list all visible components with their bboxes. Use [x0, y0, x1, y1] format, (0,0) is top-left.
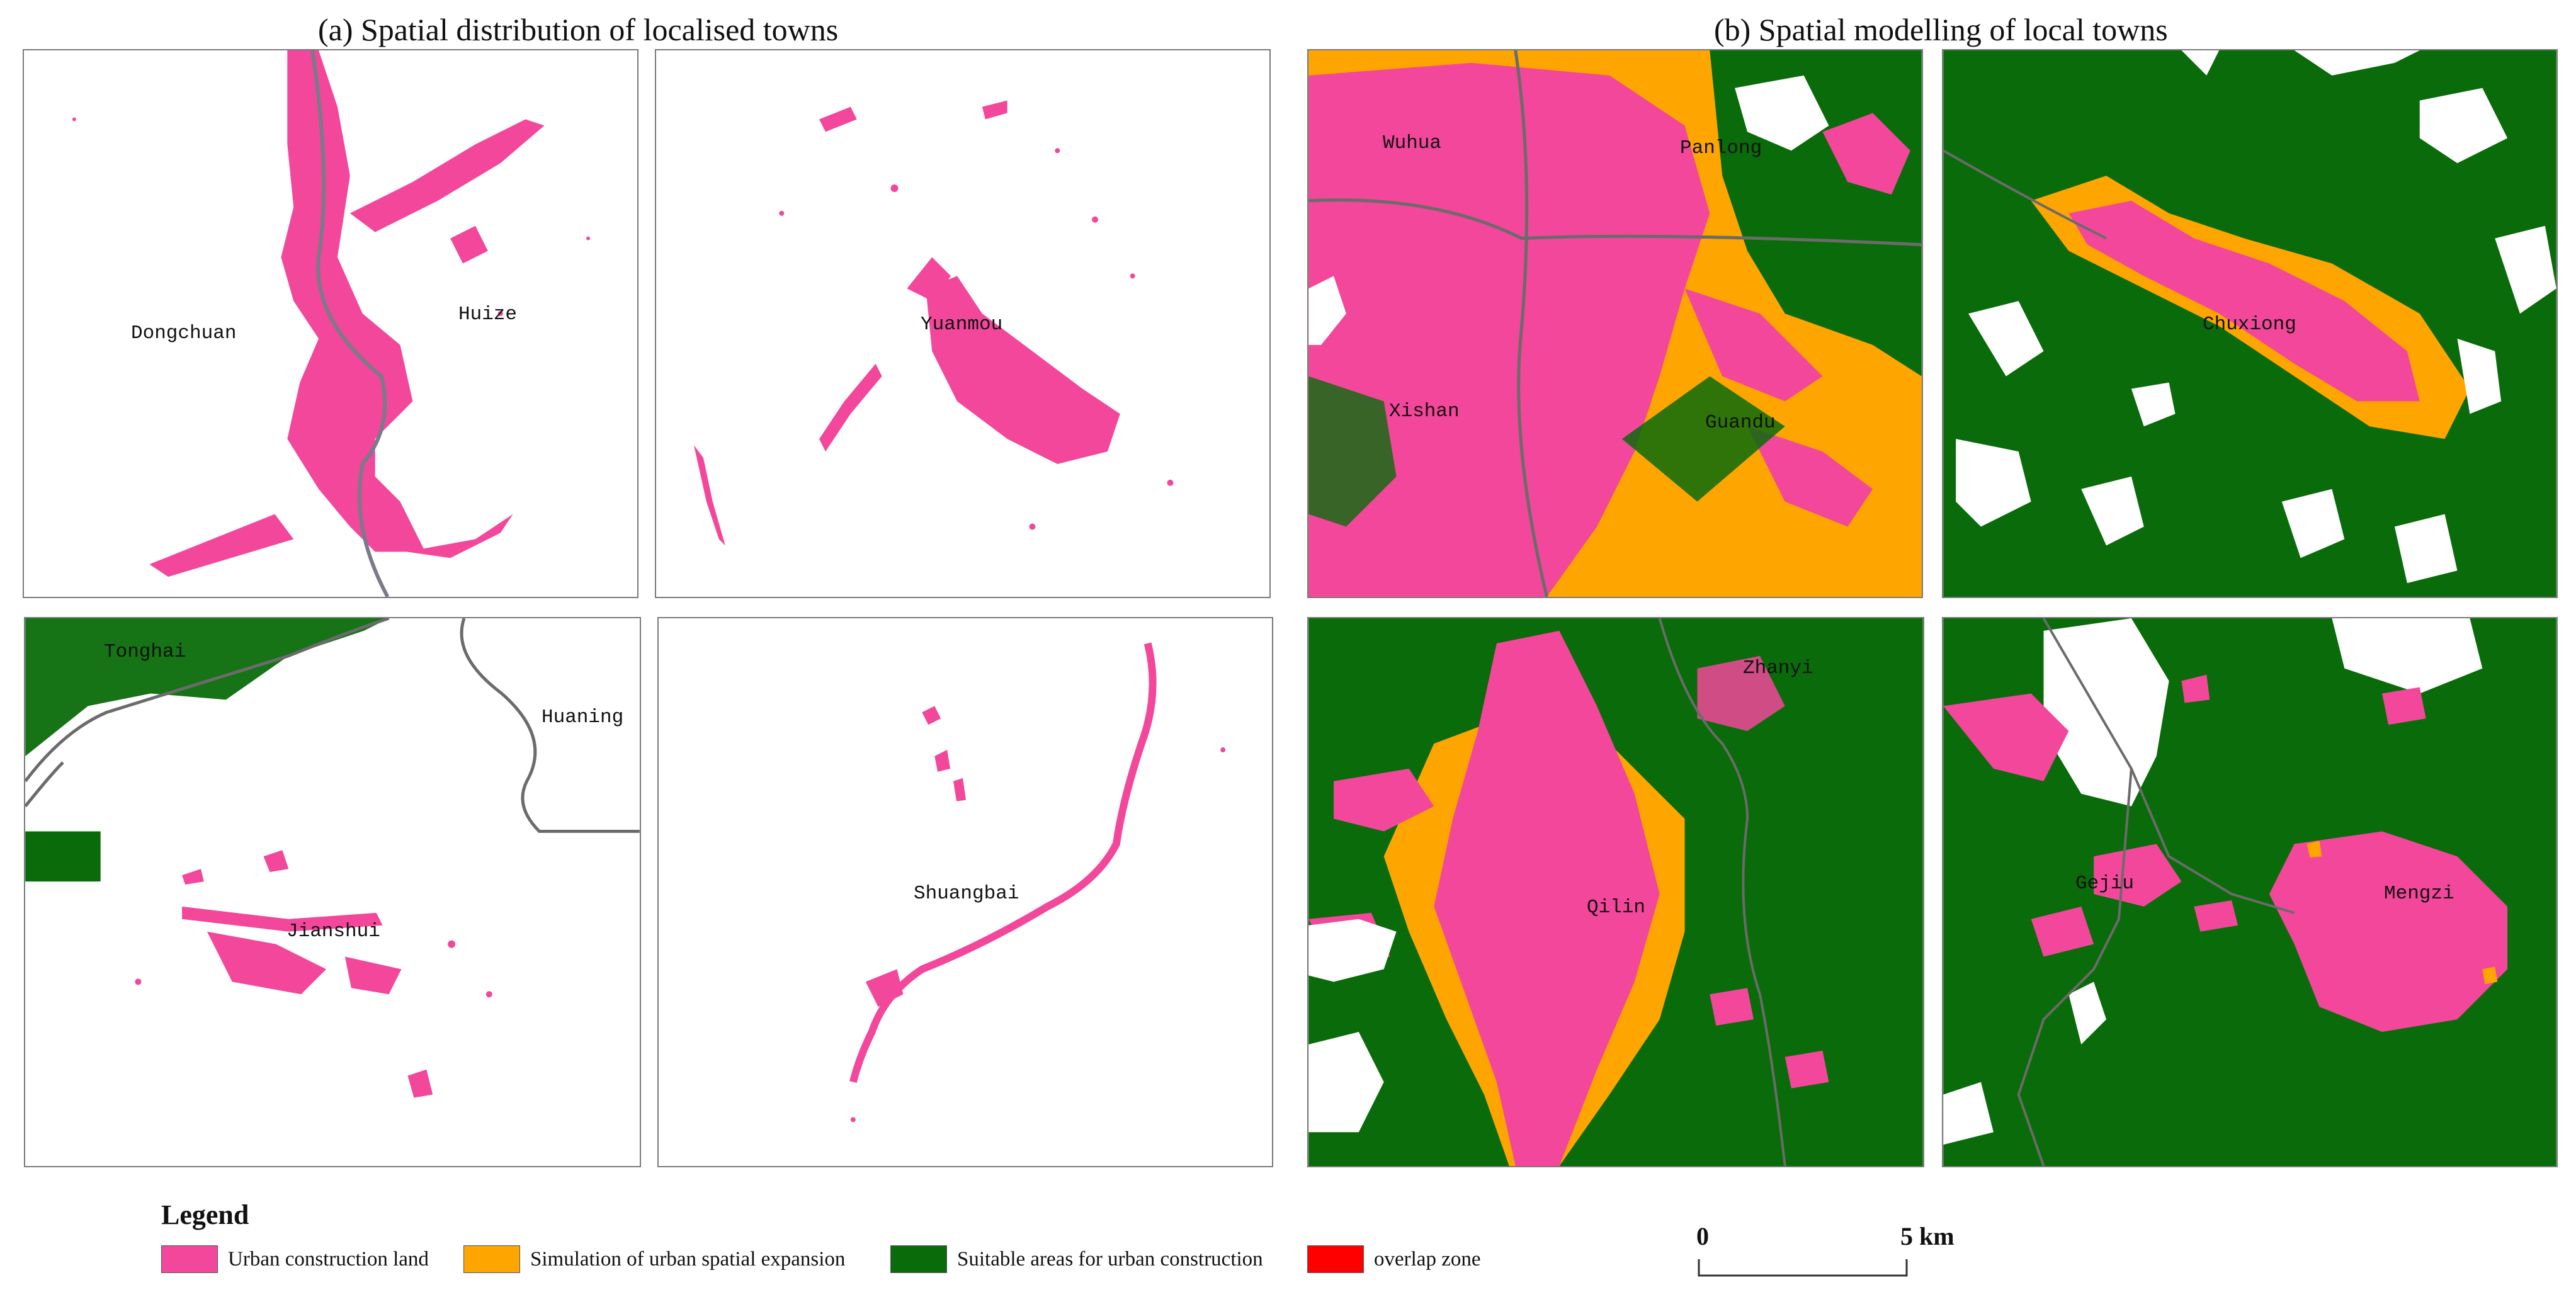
- urban-area-south-branch: [149, 514, 294, 577]
- urban-area-dongchuan: [281, 50, 426, 552]
- legend-swatch-suitable: [890, 1245, 947, 1273]
- suitable-area-tonghai: [25, 618, 389, 756]
- town-label: Mengzi: [2384, 883, 2454, 905]
- urban-patch: [406, 514, 513, 558]
- town-label: Zhanyi: [1743, 657, 1813, 679]
- map-canvas-dongchuan: [72, 50, 591, 597]
- excluded-area: [2043, 618, 2169, 807]
- map-panel-dongchuan: Dongchuan Huize: [23, 49, 638, 598]
- legend-item-suitable: Suitable areas for urban construction: [890, 1245, 1263, 1273]
- urban-strip-jianshui: [182, 906, 383, 932]
- town-label: Tonghai: [104, 641, 186, 663]
- urban-patch: [450, 225, 488, 264]
- map-canvas-qilin: [1308, 618, 1923, 1166]
- legend-label: Simulation of urban spatial expansion: [530, 1247, 846, 1271]
- urban-area-jianshui: [207, 931, 327, 995]
- scale-bar-end: 5 km: [1900, 1222, 1955, 1250]
- urban-strip: [819, 363, 882, 452]
- county-boundary: [2042, 618, 2295, 914]
- urban-patch: [907, 257, 951, 302]
- urban-strip-shuangbai: [849, 642, 1157, 1084]
- excluded-area: [2419, 88, 2508, 164]
- legend-label: Urban construction land: [228, 1247, 429, 1271]
- map-canvas-mengzi: [1943, 618, 2556, 1166]
- excluded-area: [1308, 919, 1397, 982]
- map-canvas-yuanmou: [693, 100, 1174, 546]
- river-line: [310, 50, 390, 597]
- legend-item-urban: Urban construction land: [161, 1245, 429, 1273]
- map-panel-yuanmou: Yuanmou: [655, 49, 1271, 598]
- legend-swatch-expansion: [463, 1245, 520, 1273]
- panel-group-title-b: (b) Spatial modelling of local towns: [1714, 12, 2168, 47]
- town-label: Yuanmou: [921, 314, 1003, 336]
- suitable-area-patch: [25, 831, 101, 882]
- town-label: Guandu: [1705, 412, 1776, 434]
- urban-area-chuxiong: [2068, 200, 2420, 402]
- legend-label: overlap zone: [1374, 1247, 1481, 1271]
- urban-area-mengzi: [2269, 831, 2508, 1032]
- map-canvas-jianshui: [25, 618, 640, 1098]
- scale-bar-start: 0: [1696, 1222, 1709, 1250]
- urban-strip: [693, 445, 725, 546]
- town-label: Wuhua: [1383, 132, 1442, 154]
- panel-group-title-a: (a) Spatial distribution of localised to…: [318, 12, 839, 47]
- urban-area-gejiu: [1943, 693, 2069, 781]
- town-label: Jianshui: [287, 920, 380, 943]
- legend-item-expansion: Simulation of urban spatial expansion: [463, 1245, 845, 1273]
- map-panel-kunming: Wuhua Panlong Xishan Guandu: [1307, 49, 1923, 598]
- legend-label: Suitable areas for urban construction: [957, 1247, 1263, 1271]
- county-boundary-huaning: [460, 618, 640, 833]
- urban-area-qilin: [1434, 630, 1660, 1166]
- scale-bar: [1698, 1259, 1908, 1277]
- town-label: Huize: [458, 303, 518, 326]
- town-label: Shuangbai: [914, 883, 1019, 905]
- town-label: Chuxiong: [2203, 314, 2296, 336]
- town-label: Qilin: [1587, 897, 1646, 919]
- legend-swatch-overlap: [1307, 1245, 1364, 1273]
- urban-area-yuanmou: [926, 276, 1120, 464]
- county-boundary: [25, 618, 390, 783]
- map-panel-chuxiong: Chuxiong: [1942, 49, 2558, 598]
- map-panel-jianshui: Tonghai Huaning Jianshui: [24, 617, 641, 1167]
- map-canvas-kunming: [1308, 50, 1922, 597]
- urban-area-huize-branch: [349, 119, 545, 232]
- town-label: Dongchuan: [131, 322, 237, 344]
- town-label: Panlong: [1680, 137, 1762, 159]
- map-canvas-chuxiong: [1943, 50, 2556, 597]
- map-panel-qilin: Zhanyi Qilin: [1307, 617, 1924, 1167]
- map-panel-mengzi: Gejiu Mengzi: [1942, 617, 2558, 1167]
- legend-swatch-urban: [161, 1245, 218, 1273]
- district-boundary: [1514, 50, 1548, 597]
- town-label: Gejiu: [2075, 873, 2135, 895]
- town-label: Huaning: [542, 706, 624, 728]
- legend-title: Legend: [161, 1199, 249, 1230]
- map-canvas-shuangbai: [849, 642, 1226, 1123]
- legend-item-overlap: overlap zone: [1307, 1245, 1481, 1273]
- district-boundary: [1658, 618, 1786, 1166]
- map-panel-shuangbai: Shuangbai: [657, 617, 1273, 1167]
- town-label: Xishan: [1389, 400, 1460, 422]
- urban-area-core: [1308, 62, 1710, 597]
- excluded-area: [1735, 75, 1829, 151]
